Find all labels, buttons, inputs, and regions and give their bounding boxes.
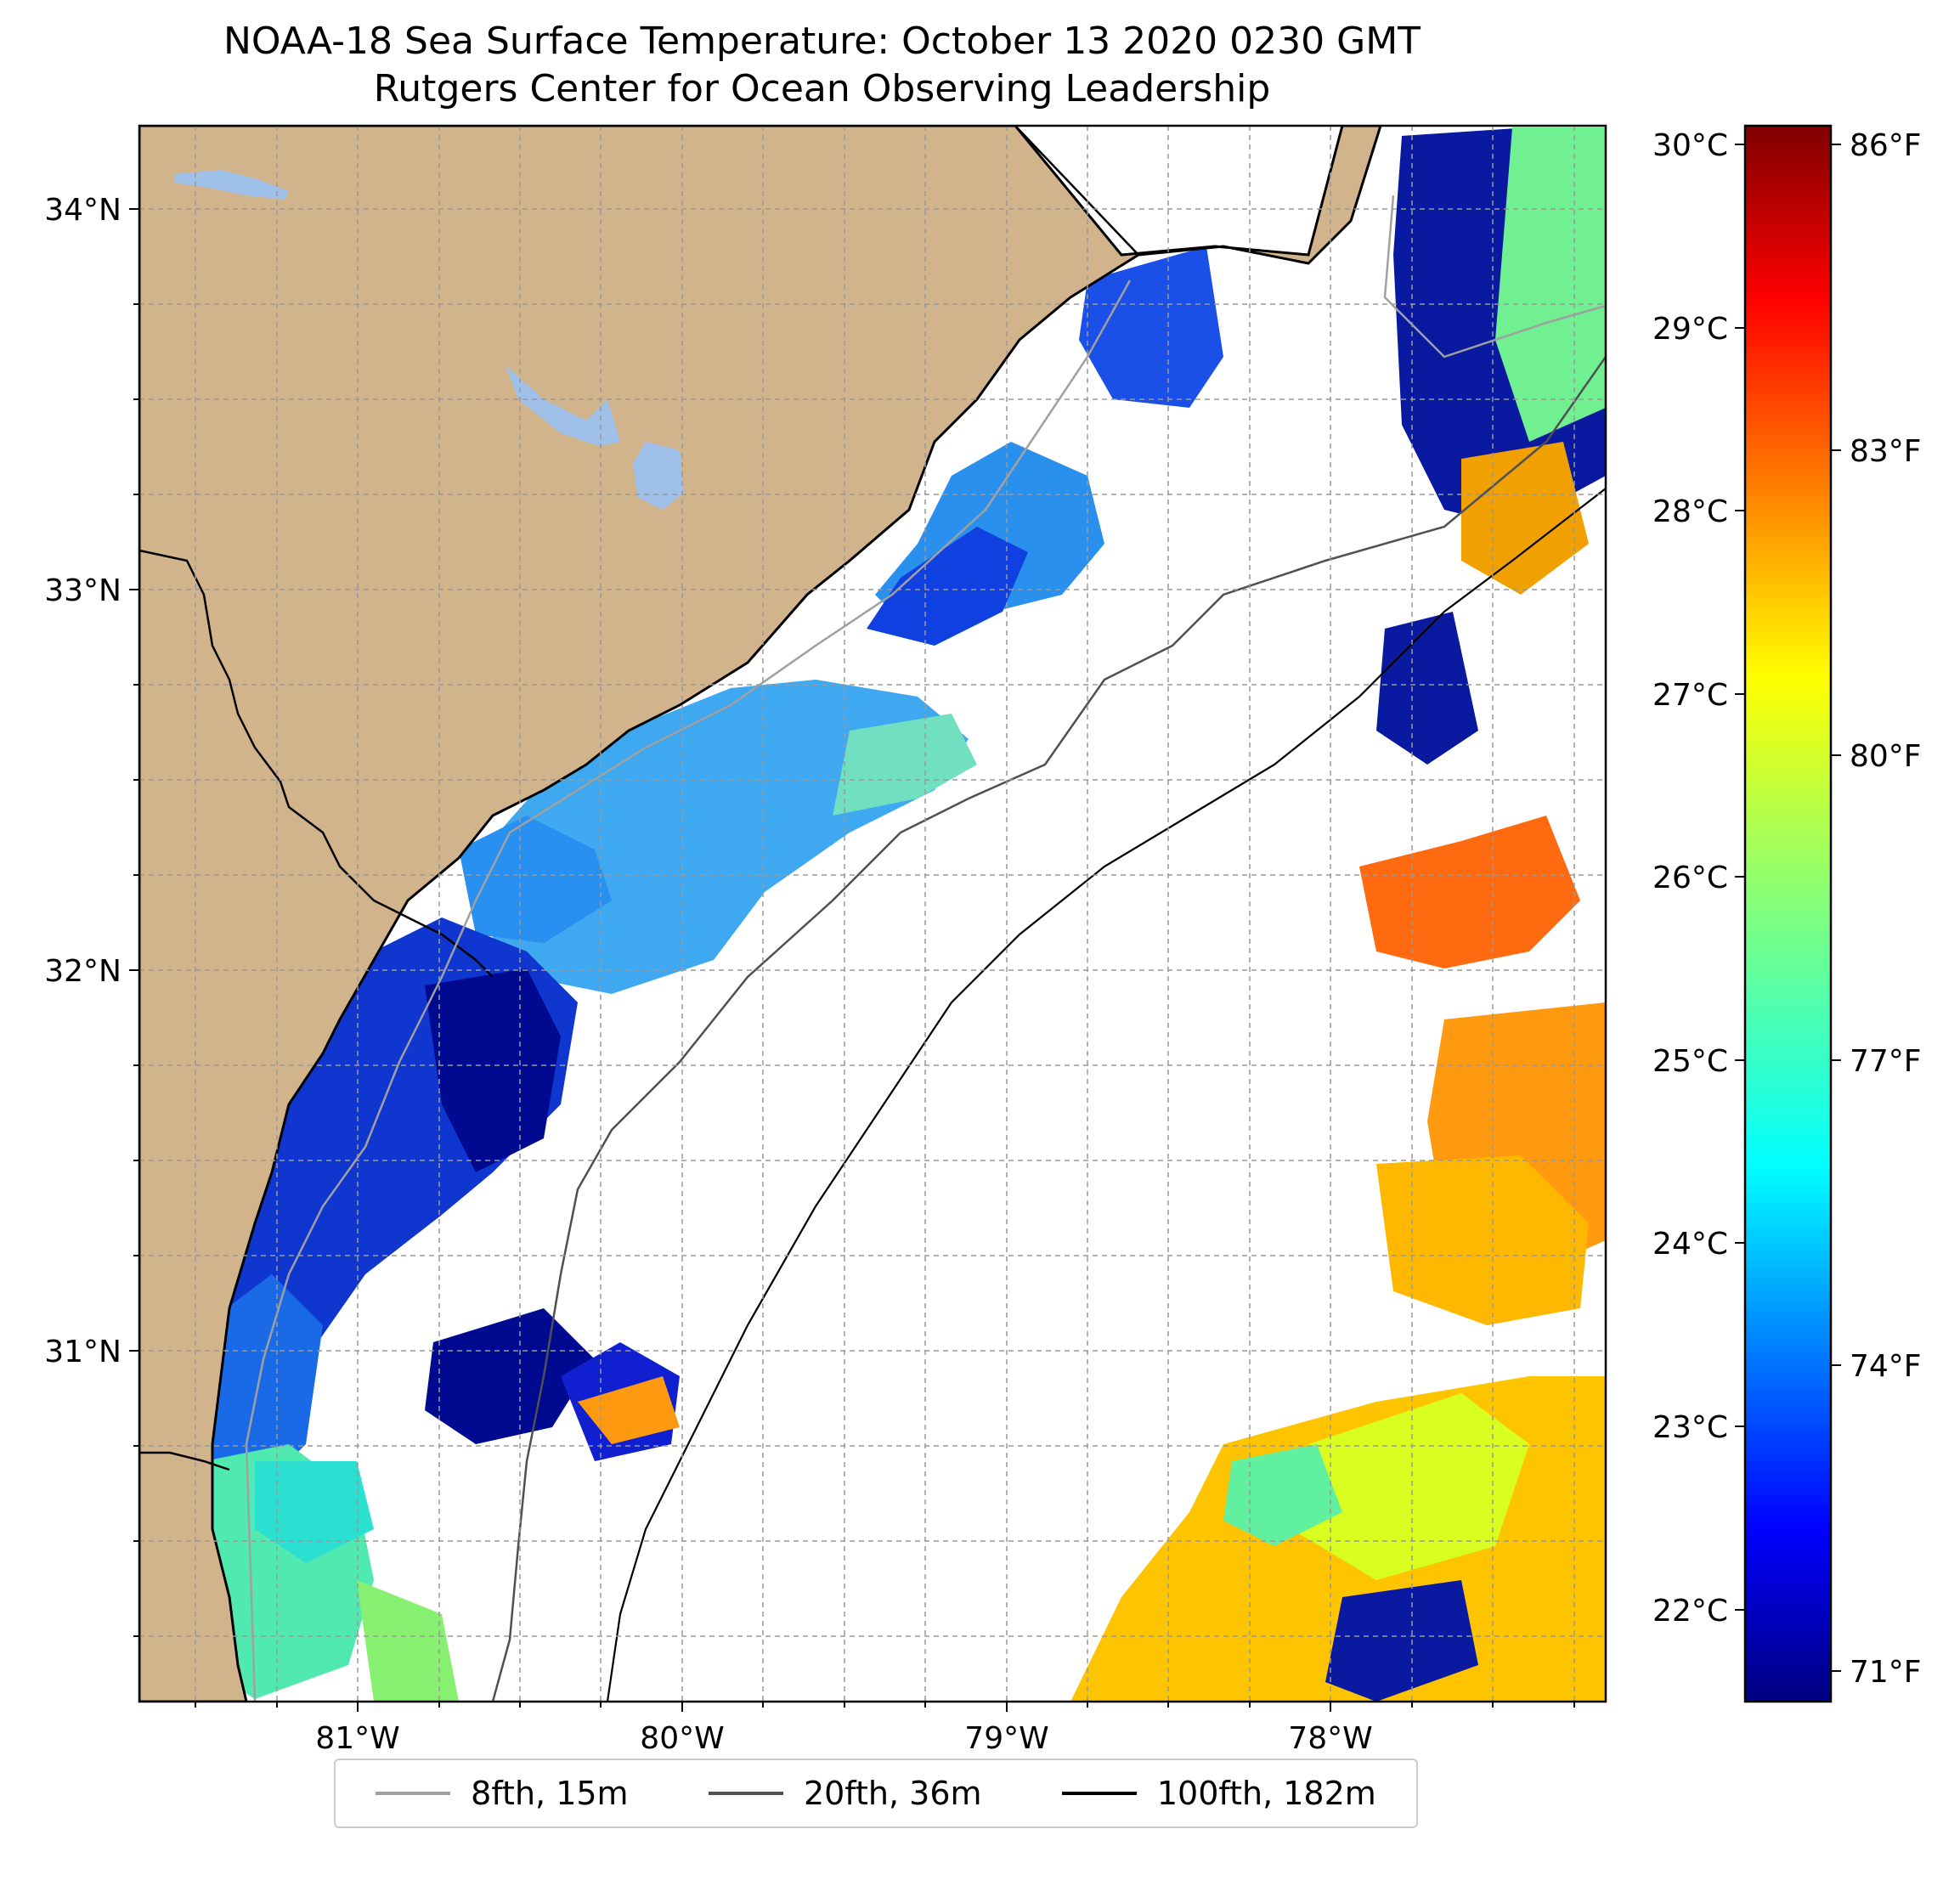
map-frame — [138, 124, 1607, 1703]
sst-patch — [1325, 1580, 1478, 1702]
colorbar-f-label: 80°F — [1850, 739, 1922, 774]
lake — [506, 365, 620, 446]
legend-label: 100fth, 182m — [1156, 1775, 1376, 1812]
lake — [174, 170, 289, 200]
lon-tick-label: 78°W — [1288, 1721, 1372, 1756]
legend-item-8fth: 8fth, 15m — [376, 1775, 629, 1812]
longitude-axis — [195, 1702, 1575, 1712]
colorbar-c-label: 29°C — [1652, 312, 1728, 347]
colorbar-c-label: 28°C — [1652, 494, 1728, 529]
sst-patch — [1376, 1155, 1589, 1325]
legend-label: 20fth, 36m — [803, 1775, 982, 1812]
lat-tick-label: 33°N — [44, 573, 121, 608]
colorbar — [1743, 124, 1833, 1703]
land-mass — [139, 126, 1382, 1702]
colorbar-c-label: 27°C — [1652, 678, 1728, 713]
legend-label: 8fth, 15m — [471, 1775, 629, 1812]
sst-patch — [578, 1376, 680, 1444]
legend-item-100fth: 100fth, 182m — [1061, 1775, 1376, 1812]
latitude-axis — [129, 208, 139, 1637]
map-subtitle: Rutgers Center for Ocean Observing Leade… — [373, 67, 1271, 110]
colorbar-c-label: 26°C — [1652, 861, 1728, 895]
sst-patch — [1079, 246, 1223, 408]
sst-patch — [1291, 1393, 1529, 1580]
contour-100fth — [606, 488, 1606, 1702]
colorbar-f-label: 71°F — [1850, 1655, 1922, 1690]
map-plot-area — [139, 126, 1606, 1702]
lon-tick-label: 81°W — [315, 1721, 399, 1756]
state-border — [139, 549, 494, 978]
legend-item-20fth: 20fth, 36m — [708, 1775, 982, 1812]
sst-patch — [425, 1308, 595, 1444]
sst-patch — [459, 816, 612, 943]
colorbar-c-label: 25°C — [1652, 1044, 1728, 1079]
contour-20fth — [491, 356, 1606, 1702]
sst-patch — [1495, 127, 1606, 442]
colorbar-c-label: 23°C — [1652, 1410, 1728, 1445]
colorbar-celsius-axis — [1735, 144, 1745, 1611]
colorbar-fahrenheit-axis — [1831, 144, 1841, 1672]
sst-patch — [1223, 1444, 1342, 1546]
colorbar-f-label: 77°F — [1850, 1044, 1922, 1079]
contour-legend: 8fth, 15m 20fth, 36m 100fth, 182m — [334, 1759, 1418, 1828]
colorbar-f-label: 74°F — [1850, 1349, 1922, 1384]
colorbar-c-label: 24°C — [1652, 1227, 1728, 1262]
legend-line-swatch — [376, 1792, 451, 1795]
lon-tick-label: 80°W — [640, 1721, 724, 1756]
lat-tick-label: 31°N — [44, 1335, 121, 1369]
lake — [633, 442, 684, 510]
lon-tick-label: 79°W — [964, 1721, 1048, 1756]
legend-line-swatch — [708, 1792, 783, 1795]
colorbar-c-label: 22°C — [1652, 1594, 1728, 1629]
map-title: NOAA-18 Sea Surface Temperature: October… — [223, 20, 1421, 63]
legend-line-swatch — [1061, 1792, 1137, 1795]
colorbar-f-label: 83°F — [1850, 434, 1922, 469]
state-border — [139, 1451, 230, 1471]
sst-patch — [833, 714, 977, 816]
sst-patch — [425, 968, 561, 1172]
sst-patch — [867, 527, 1028, 646]
sst-patch — [204, 1274, 323, 1495]
lat-tick-label: 34°N — [44, 193, 121, 228]
sst-patch — [1359, 816, 1580, 968]
lat-tick-label: 32°N — [44, 954, 121, 989]
colorbar-c-label: 30°C — [1652, 128, 1728, 163]
map-grid — [139, 126, 1606, 1702]
colorbar-f-label: 86°F — [1850, 128, 1922, 163]
sst-patch — [1376, 612, 1478, 765]
sst-patch — [357, 1580, 459, 1702]
sst-patch — [255, 1461, 374, 1563]
contour-8fth — [245, 195, 1606, 1702]
state-border — [1014, 126, 1139, 256]
